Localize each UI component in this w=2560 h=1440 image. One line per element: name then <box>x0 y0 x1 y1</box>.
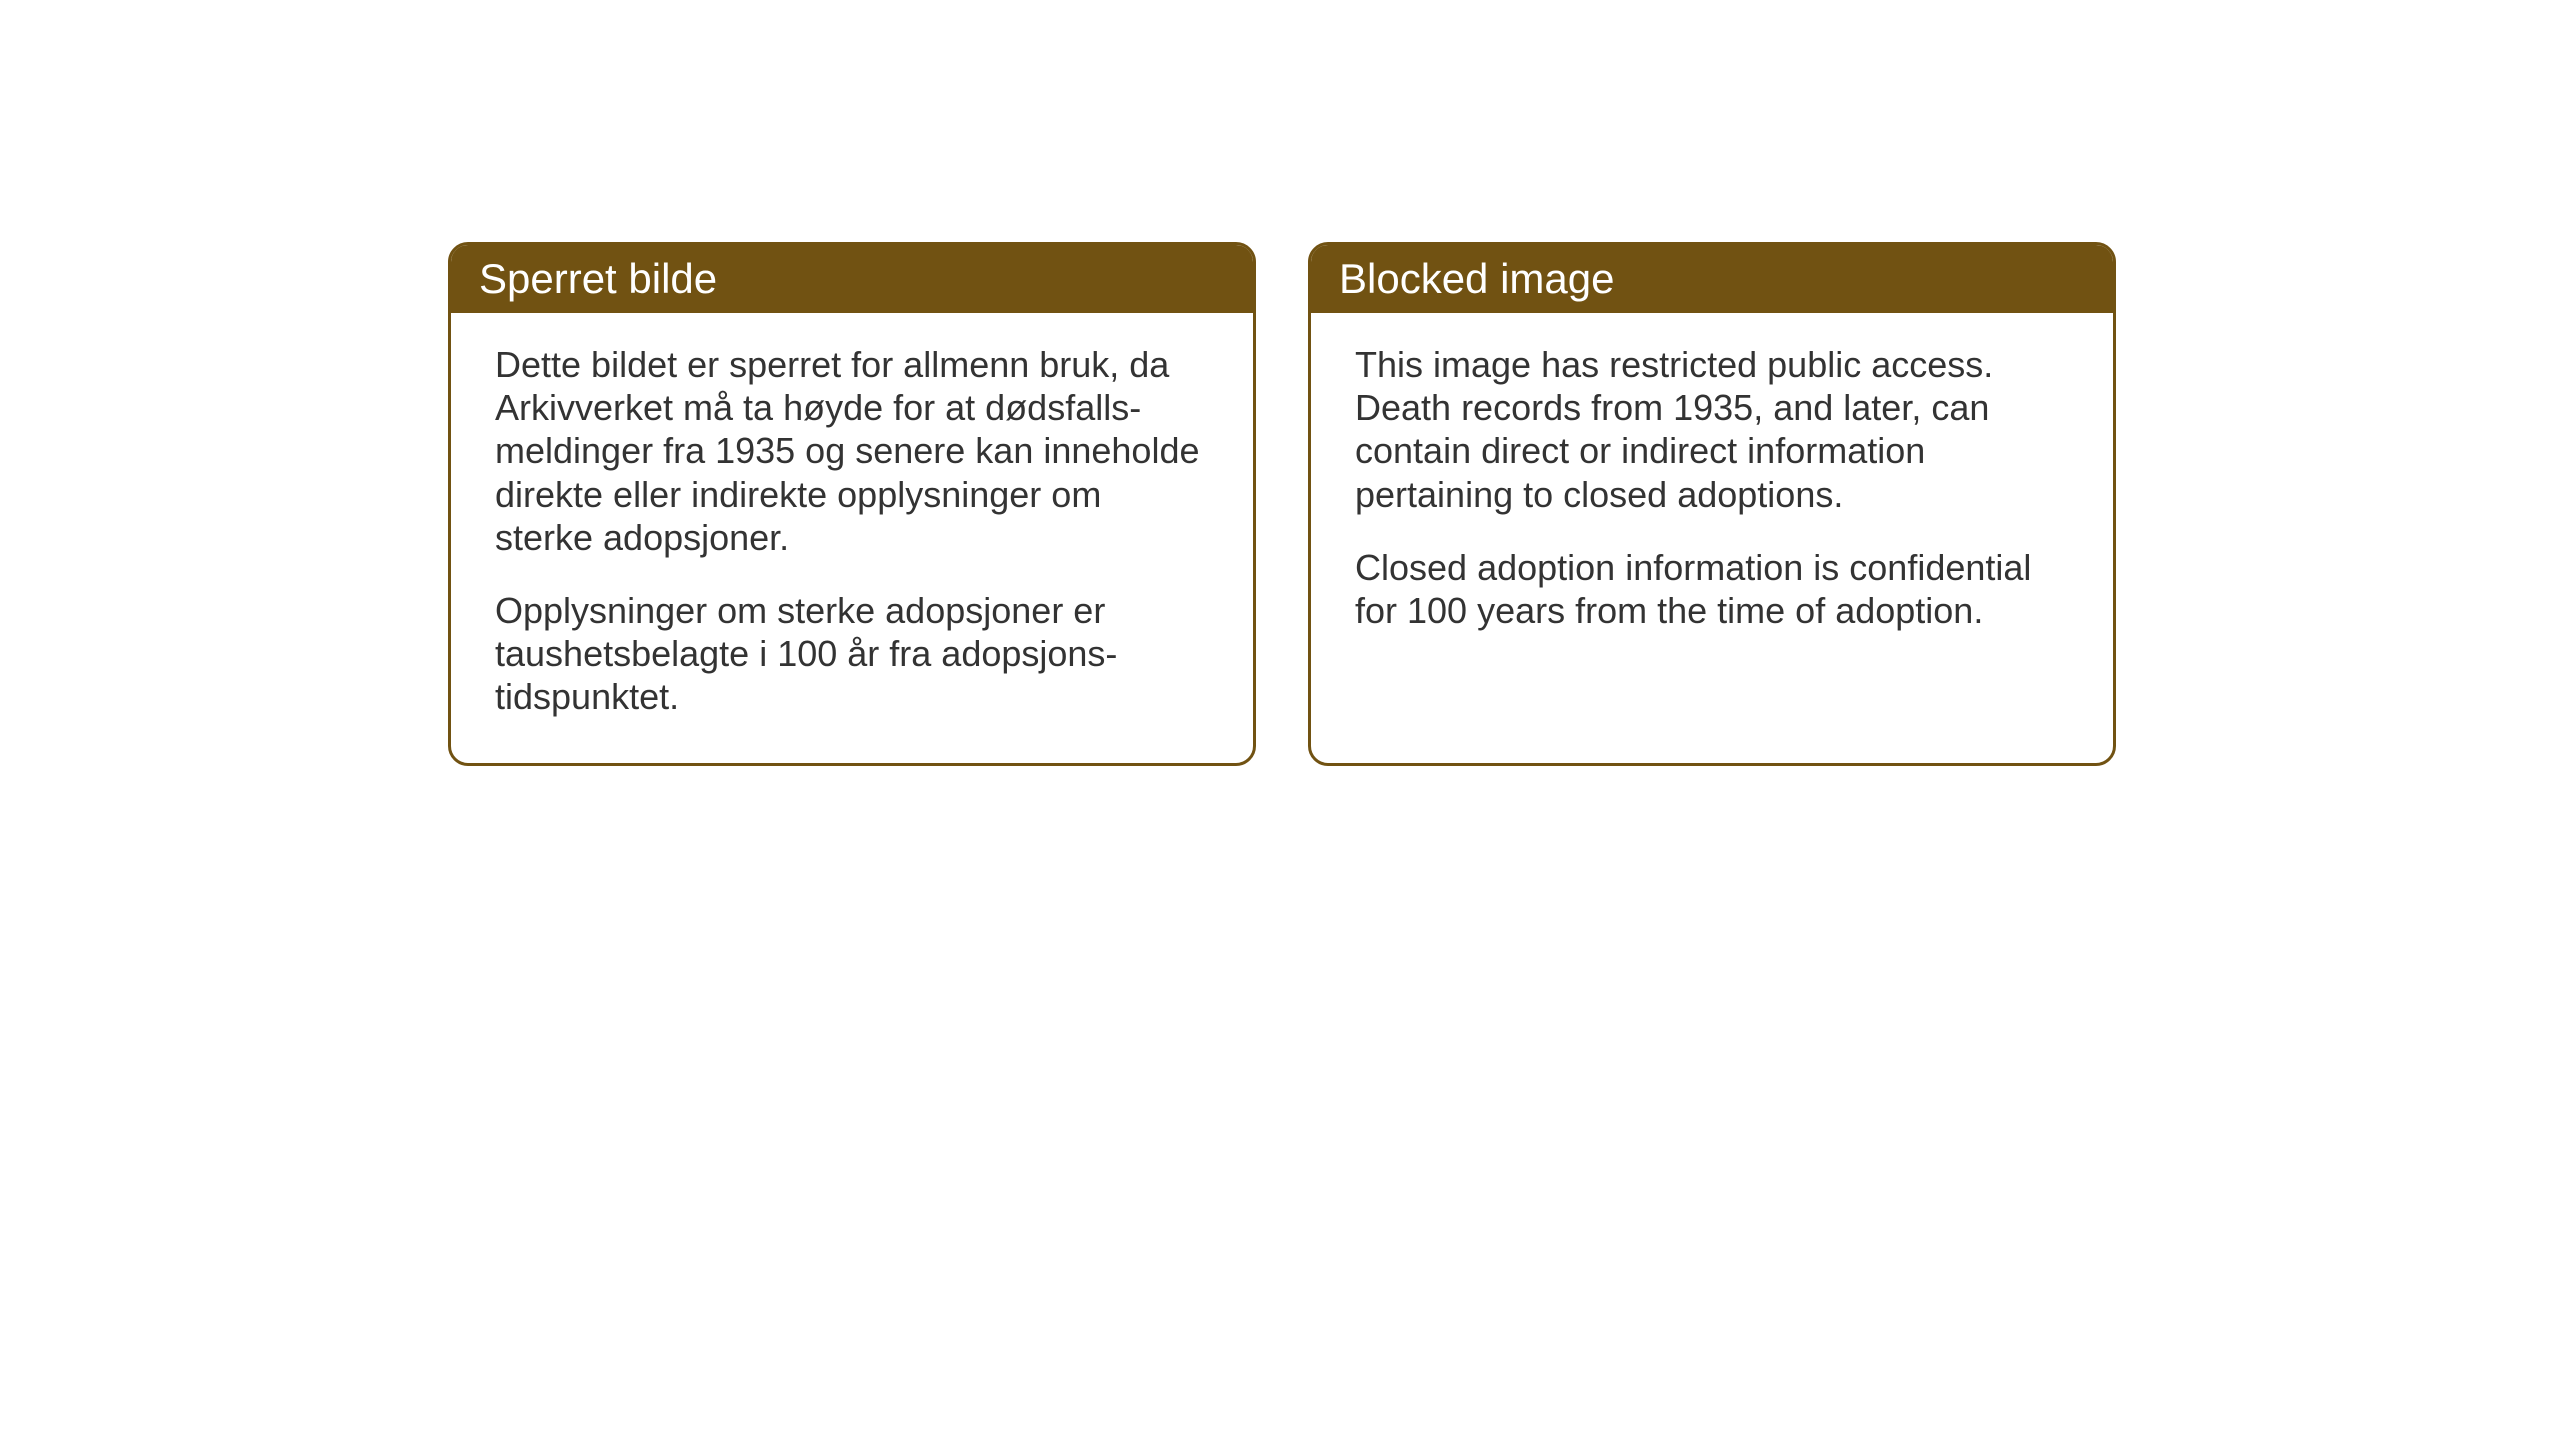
cards-container: Sperret bilde Dette bildet er sperret fo… <box>448 242 2116 766</box>
english-paragraph-2: Closed adoption information is confident… <box>1355 546 2069 632</box>
norwegian-paragraph-2: Opplysninger om sterke adopsjoner er tau… <box>495 589 1209 719</box>
norwegian-card-body: Dette bildet er sperret for allmenn bruk… <box>451 313 1253 763</box>
english-card-body: This image has restricted public access.… <box>1311 313 2113 676</box>
norwegian-card: Sperret bilde Dette bildet er sperret fo… <box>448 242 1256 766</box>
english-card: Blocked image This image has restricted … <box>1308 242 2116 766</box>
norwegian-card-title: Sperret bilde <box>451 245 1253 313</box>
english-paragraph-1: This image has restricted public access.… <box>1355 343 2069 516</box>
english-card-title: Blocked image <box>1311 245 2113 313</box>
norwegian-paragraph-1: Dette bildet er sperret for allmenn bruk… <box>495 343 1209 559</box>
